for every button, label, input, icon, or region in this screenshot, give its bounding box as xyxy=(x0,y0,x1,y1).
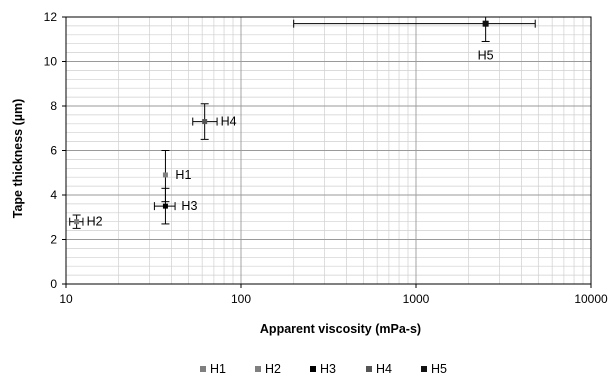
legend-item-h4: H4 xyxy=(366,362,392,376)
legend-label-h1: H1 xyxy=(210,362,226,376)
y-axis-title: Tape thickness (µm) xyxy=(11,99,25,219)
legend-label-h3: H3 xyxy=(320,362,336,376)
data-point-h5 xyxy=(482,20,489,27)
data-point-h4 xyxy=(202,119,208,125)
data-label-h3: H3 xyxy=(181,199,197,213)
legend-marker-h1 xyxy=(200,366,206,372)
legend-item-h2: H2 xyxy=(255,362,281,376)
legend-marker-h5 xyxy=(421,366,427,372)
data-label-h5: H5 xyxy=(478,49,494,63)
x-tick-label: 10000 xyxy=(574,292,608,306)
data-point-h1 xyxy=(162,172,168,178)
series-h5: H5 xyxy=(293,16,536,63)
y-tick-label: 6 xyxy=(50,144,57,158)
x-tick-label: 10 xyxy=(59,292,73,306)
legend-label-h2: H2 xyxy=(265,362,281,376)
series-h2: H2 xyxy=(69,214,103,229)
legend: H1 H2 H3 H4 H5 xyxy=(200,362,447,376)
legend-label-h5: H5 xyxy=(431,362,447,376)
legend-marker-h4 xyxy=(366,366,372,372)
legend-label-h4: H4 xyxy=(376,362,392,376)
y-tick-label: 8 xyxy=(50,99,57,113)
series-h3: H3 xyxy=(153,187,197,225)
legend-item-h3: H3 xyxy=(310,362,336,376)
x-axis-title: Apparent viscosity (mPa-s) xyxy=(260,322,421,336)
y-tick-label: 10 xyxy=(44,55,58,69)
data-label-h4: H4 xyxy=(221,115,237,129)
series-h4: H4 xyxy=(192,103,237,140)
y-tick-label: 12 xyxy=(44,10,58,24)
y-axis-ticks: 0 2 4 6 8 10 12 xyxy=(44,10,66,291)
y-tick-label: 0 xyxy=(50,277,57,291)
data-point-h2 xyxy=(74,219,80,225)
legend-marker-h3 xyxy=(310,366,316,372)
data-label-h2: H2 xyxy=(87,215,103,229)
legend-marker-h2 xyxy=(255,366,261,372)
y-tick-label: 4 xyxy=(50,188,57,202)
x-axis-ticks: 10 100 1000 10000 xyxy=(59,284,608,306)
data-point-h3 xyxy=(162,203,168,209)
data-label-h1: H1 xyxy=(175,168,191,182)
x-tick-label: 1000 xyxy=(403,292,430,306)
data-series: H1 H2 H3 H4 H5 xyxy=(69,16,536,229)
legend-item-h1: H1 xyxy=(200,362,226,376)
x-tick-label: 100 xyxy=(231,292,251,306)
legend-item-h5: H5 xyxy=(421,362,447,376)
y-tick-label: 2 xyxy=(50,233,57,247)
